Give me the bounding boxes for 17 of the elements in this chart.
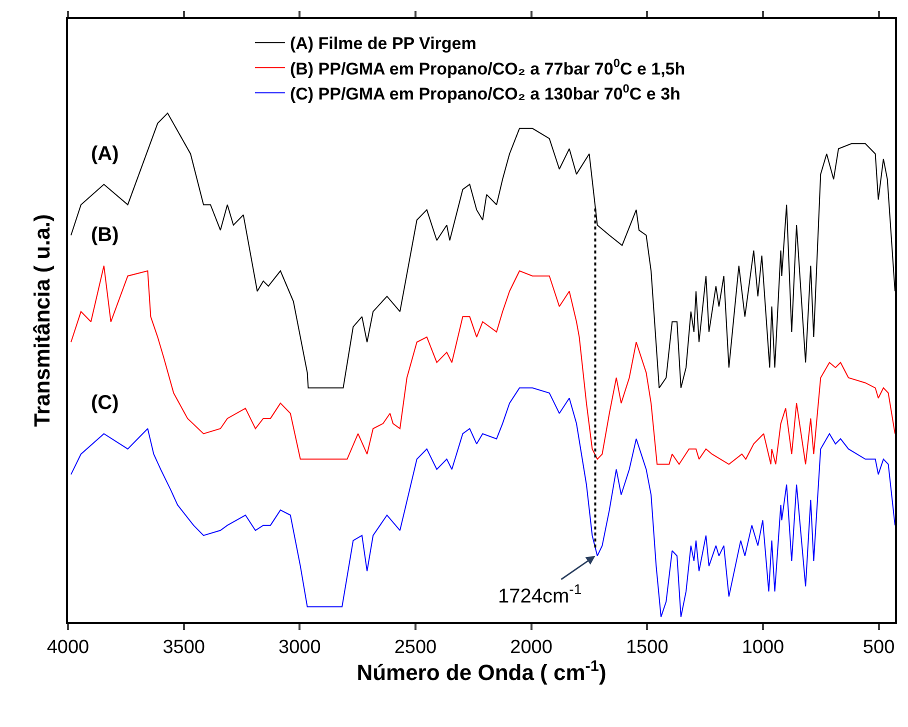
annotation: 1724cm$^{-1}$ bbox=[498, 581, 582, 608]
annotation: (B) bbox=[91, 224, 119, 246]
x-axis-title: Número de Onda ( cm$^{-1}$) bbox=[356, 658, 606, 686]
x-tick-label: 500 bbox=[862, 636, 895, 658]
x-tick-label: 3500 bbox=[162, 636, 205, 658]
legend-label: (C) PP/GMA em Propano/CO₂ a 130bar 70$^{0}$C e 3h bbox=[290, 81, 680, 104]
x-tick-label: 4000 bbox=[46, 636, 90, 658]
y-axis-title: Transmitância ( u.a.) bbox=[29, 214, 54, 427]
legend-label: (A) Filme de PP Virgem bbox=[290, 34, 476, 54]
legend-label: (B) PP/GMA em Propano/CO₂ a 77bar 70$^{0}$C e 1,5h bbox=[290, 56, 686, 78]
x-tick-label: 1000 bbox=[742, 636, 784, 658]
annotation: (C) bbox=[91, 392, 119, 414]
x-tick-label: 2500 bbox=[394, 636, 437, 658]
x-tick-label: 2000 bbox=[510, 636, 552, 658]
x-tick-label: 1500 bbox=[626, 636, 668, 658]
x-tick-label: 3000 bbox=[278, 636, 321, 658]
annotation: (A) bbox=[91, 143, 119, 165]
